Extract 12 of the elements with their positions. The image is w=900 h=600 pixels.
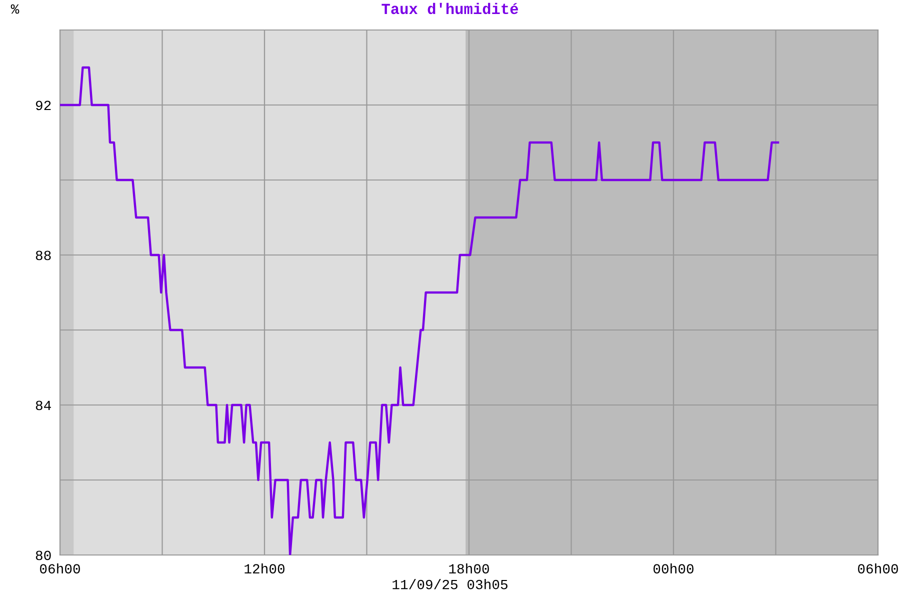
y-tick-label: 92 (36, 100, 51, 110)
y-tick-label: 88 (36, 250, 51, 260)
x-tick-label: 18h00 (449, 563, 489, 574)
x-tick-label: 06h00 (858, 563, 898, 574)
x-tick-label: 00h00 (654, 563, 694, 574)
x-tick-label: 06h00 (40, 563, 80, 574)
x-tick-label: 12h00 (244, 563, 284, 574)
chart-title: Taux d'humidité (382, 2, 518, 14)
y-axis-title: % (10, 4, 20, 14)
y-tick-label: 80 (36, 550, 51, 560)
y-tick-label: 84 (36, 400, 51, 410)
x-axis-title: 11/09/25 03h05 (392, 579, 508, 590)
